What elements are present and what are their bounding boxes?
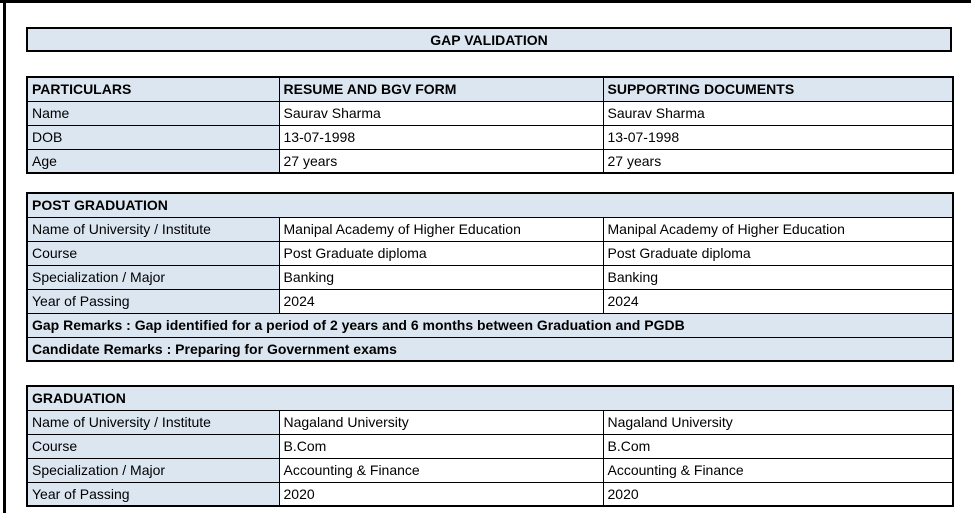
row-label-dob: DOB [26,124,280,150]
table-row: Name Saurav Sharma Saurav Sharma [26,100,954,126]
grad-university-supporting-value: Nagaland University [602,409,954,435]
grad-specialization-resume-value: Accounting & Finance [278,457,604,483]
candidate-remarks-row: Candidate Remarks : Preparing for Govern… [26,336,954,362]
age-supporting-value: 27 years [602,148,954,174]
column-header-supporting-docs: SUPPORTING DOCUMENTS [602,76,954,102]
page-title-text: GAP VALIDATION [430,31,548,48]
column-header-particulars: PARTICULARS [26,76,280,102]
age-resume-value: 27 years [278,148,604,174]
row-label-university: Name of University / Institute [26,216,280,242]
row-label-specialization: Specialization / Major [26,264,280,290]
pg-specialization-resume-value: Banking [278,264,604,290]
gap-remarks-text: Gap Remarks : Gap identified for a perio… [26,312,954,338]
page-title: GAP VALIDATION [26,27,952,52]
dob-resume-value: 13-07-1998 [278,124,604,150]
row-label-course: Course [26,433,280,459]
grad-course-supporting-value: B.Com [602,433,954,459]
table-row: Name of University / Institute Manipal A… [26,216,954,242]
pg-university-supporting-value: Manipal Academy of Higher Education [602,216,954,242]
grad-university-resume-value: Nagaland University [278,409,604,435]
table-row: Year of Passing 2020 2020 [26,481,954,507]
post-graduation-table: POST GRADUATION Name of University / Ins… [26,192,954,362]
table-row: Course Post Graduate diploma Post Gradua… [26,240,954,266]
section-title-post-graduation: POST GRADUATION [26,192,954,218]
grad-year-supporting-value: 2020 [602,481,954,507]
table-row: Course B.Com B.Com [26,433,954,459]
section-header-row: GRADUATION [26,385,954,411]
section-title-graduation: GRADUATION [26,385,954,411]
table-row: Year of Passing 2024 2024 [26,288,954,314]
row-label-name: Name [26,100,280,126]
pg-course-supporting-value: Post Graduate diploma [602,240,954,266]
table-row: Name of University / Institute Nagaland … [26,409,954,435]
pg-university-resume-value: Manipal Academy of Higher Education [278,216,604,242]
table-row: Age 27 years 27 years [26,148,954,174]
dob-supporting-value: 13-07-1998 [602,124,954,150]
row-label-age: Age [26,148,280,174]
name-resume-value: Saurav Sharma [278,100,604,126]
row-label-university: Name of University / Institute [26,409,280,435]
page-border-left [3,0,6,513]
pg-year-supporting-value: 2024 [602,288,954,314]
grad-specialization-supporting-value: Accounting & Finance [602,457,954,483]
graduation-table: GRADUATION Name of University / Institut… [26,385,955,507]
row-label-year-of-passing: Year of Passing [26,481,280,507]
table-row: Specialization / Major Accounting & Fina… [26,457,954,483]
column-header-resume-bgv: RESUME AND BGV FORM [278,76,604,102]
pg-course-resume-value: Post Graduate diploma [278,240,604,266]
section-header-row: POST GRADUATION [26,192,954,218]
particulars-table: PARTICULARS RESUME AND BGV FORM SUPPORTI… [26,76,954,174]
row-label-year-of-passing: Year of Passing [26,288,280,314]
table-row: DOB 13-07-1998 13-07-1998 [26,124,954,150]
candidate-remarks-text: Candidate Remarks : Preparing for Govern… [26,336,954,362]
table-header-row: PARTICULARS RESUME AND BGV FORM SUPPORTI… [26,76,954,102]
gap-remarks-row: Gap Remarks : Gap identified for a perio… [26,312,954,338]
row-label-course: Course [26,240,280,266]
table-row: Specialization / Major Banking Banking [26,264,954,290]
name-supporting-value: Saurav Sharma [602,100,954,126]
pg-specialization-supporting-value: Banking [602,264,954,290]
grad-course-resume-value: B.Com [278,433,604,459]
grad-year-resume-value: 2020 [278,481,604,507]
pg-year-resume-value: 2024 [278,288,604,314]
row-label-specialization: Specialization / Major [26,457,280,483]
page-border-top [0,0,971,3]
